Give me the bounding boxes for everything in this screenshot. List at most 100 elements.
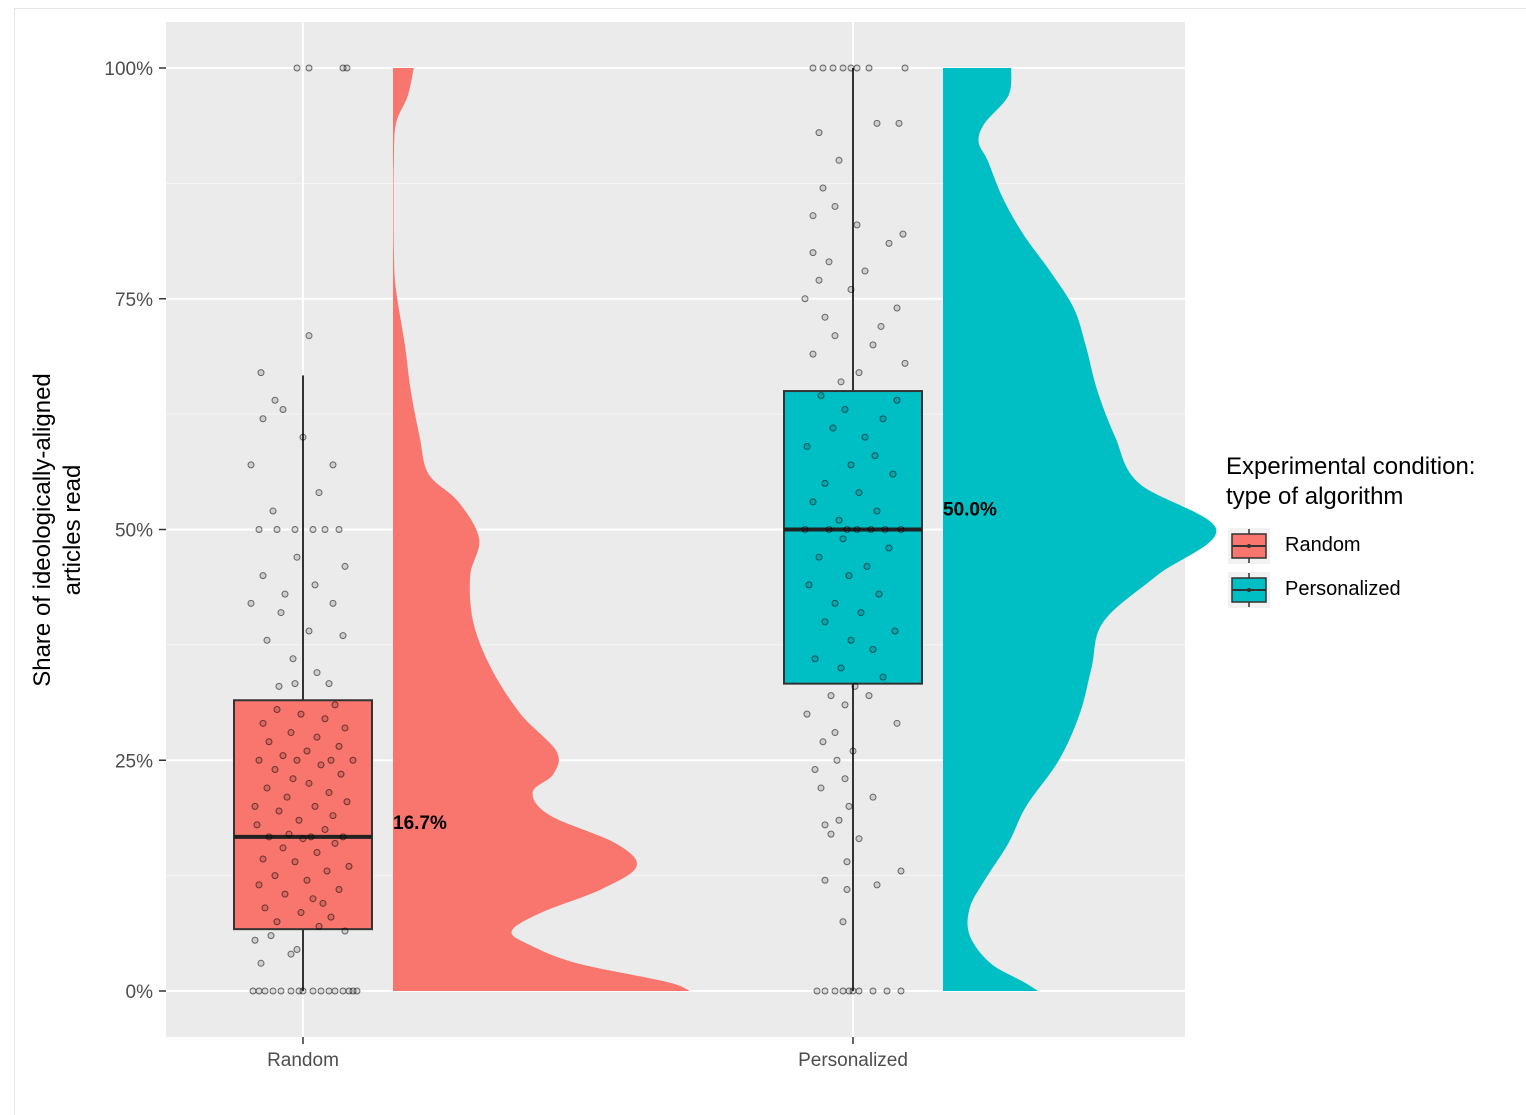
data-point-personalized <box>893 396 901 404</box>
data-point-personalized <box>825 258 833 266</box>
data-point-random <box>317 761 325 769</box>
data-point-personalized <box>855 489 863 497</box>
data-point-random <box>311 581 319 589</box>
data-point-random <box>249 987 257 995</box>
data-point-random <box>331 701 339 709</box>
data-point-random <box>273 705 281 713</box>
data-point-random <box>341 562 349 570</box>
x-tick-label: Personalized <box>798 1050 908 1071</box>
data-point-personalized <box>835 516 843 524</box>
data-point-personalized <box>815 129 823 137</box>
data-point-personalized <box>801 526 809 533</box>
data-point-random <box>325 680 333 688</box>
data-point-random <box>247 461 255 469</box>
data-point-personalized <box>811 655 819 663</box>
data-point-random <box>263 636 271 644</box>
data-point-random <box>273 526 281 533</box>
data-point-random <box>325 987 333 995</box>
data-point-random <box>269 507 277 515</box>
data-point-personalized <box>839 987 847 995</box>
data-point-random <box>345 862 353 870</box>
data-point-personalized <box>889 470 897 478</box>
data-point-random <box>277 987 285 995</box>
data-point-personalized <box>841 406 849 414</box>
data-point-personalized <box>841 701 849 709</box>
chart-frame <box>14 8 1526 1115</box>
data-point-random <box>335 742 343 750</box>
data-point-random <box>353 987 361 995</box>
y-tick-label: 75% <box>115 290 153 311</box>
data-point-personalized <box>821 821 829 829</box>
data-point-random <box>253 821 261 829</box>
data-point-random <box>287 987 295 995</box>
legend-label-random: Random <box>1285 534 1361 556</box>
data-point-personalized <box>847 461 855 469</box>
data-point-random <box>287 950 295 958</box>
data-point-random <box>257 369 265 377</box>
data-point-personalized <box>831 987 839 995</box>
data-point-personalized <box>847 286 855 294</box>
data-point-random <box>247 599 255 607</box>
data-point-random <box>261 987 269 995</box>
data-point-personalized <box>893 304 901 312</box>
data-point-random <box>309 987 317 995</box>
data-point-personalized <box>831 332 839 340</box>
data-point-random <box>267 932 275 940</box>
data-point-personalized <box>899 230 907 238</box>
data-point-random <box>283 793 291 801</box>
data-point-random <box>339 833 347 841</box>
data-point-random <box>323 867 331 875</box>
data-point-random <box>329 599 337 607</box>
legend-title-line-2: type of algorithm <box>1226 483 1403 510</box>
data-point-personalized <box>839 918 847 926</box>
data-point-random <box>277 609 285 617</box>
data-point-personalized <box>821 876 829 884</box>
data-point-random <box>341 927 349 935</box>
density-clouds <box>393 68 1217 991</box>
data-point-random <box>345 987 353 995</box>
data-point-random <box>305 332 313 340</box>
data-point-personalized <box>843 858 851 866</box>
density-cloud-random <box>393 68 690 991</box>
data-point-personalized <box>871 452 879 460</box>
data-point-personalized <box>867 526 875 533</box>
y-tick-label: 25% <box>115 751 153 772</box>
density-cloud-personalized <box>943 68 1217 991</box>
legend-title-line-1: Experimental condition: <box>1226 453 1475 480</box>
data-point-random <box>331 839 339 847</box>
data-point-random <box>263 784 271 792</box>
data-point-random <box>259 415 267 423</box>
data-point-random <box>329 461 337 469</box>
data-point-personalized <box>819 64 827 72</box>
data-point-random <box>315 922 323 930</box>
data-point-personalized <box>897 867 905 875</box>
data-point-personalized <box>849 987 857 995</box>
median-label-personalized: 50.0% <box>943 500 997 521</box>
data-point-random <box>335 885 343 893</box>
data-point-random <box>309 895 317 903</box>
data-point-personalized <box>869 987 877 995</box>
data-point-random <box>331 987 339 995</box>
data-point-random <box>257 959 265 967</box>
data-point-random <box>271 396 279 404</box>
data-point-random <box>261 904 269 912</box>
data-point-personalized <box>805 581 813 589</box>
median-label-random: 16.7% <box>393 813 447 834</box>
data-point-random <box>275 682 283 690</box>
data-point-random <box>341 724 349 732</box>
data-point-personalized <box>809 212 817 220</box>
legend-keys <box>1228 528 1270 608</box>
data-point-random <box>335 526 343 533</box>
data-point-random <box>313 733 321 741</box>
data-point-personalized <box>853 64 861 72</box>
data-point-personalized <box>809 64 817 72</box>
data-point-personalized <box>831 202 839 210</box>
data-point-personalized <box>885 544 893 552</box>
data-point-random <box>281 590 289 598</box>
data-point-personalized <box>879 415 887 423</box>
data-point-random <box>295 987 303 995</box>
data-point-personalized <box>841 775 849 783</box>
data-point-random <box>305 627 313 635</box>
legend-key-point-random <box>1247 544 1251 548</box>
